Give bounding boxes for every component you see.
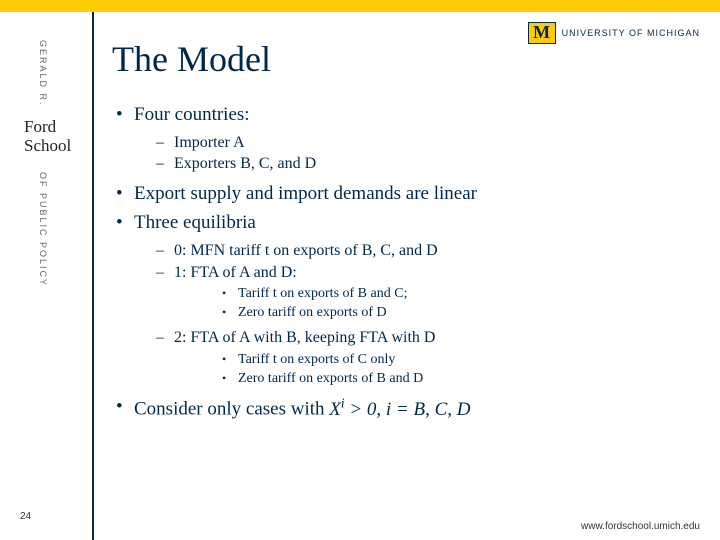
bullet-text: Consider only cases with: [134, 399, 329, 420]
subsub-tariff-c: Tariff t on exports of C only: [174, 351, 700, 370]
university-name: UNIVERSITY OF MICHIGAN: [562, 28, 700, 38]
sub-importer: Importer A: [134, 132, 700, 154]
bullet-list: Four countries: Importer A Exporters B, …: [112, 102, 700, 422]
sidebar-divider: [92, 12, 94, 540]
sub-text: 2: FTA of A with B, keeping FTA with D: [174, 329, 435, 346]
subsub-zero-d: Zero tariff on exports of D: [174, 304, 700, 323]
sub-eq1: 1: FTA of A and D: Tariff t on exports o…: [134, 262, 700, 323]
slide-number: 24: [20, 511, 31, 522]
subsub-zero-bd: Zero tariff on exports of B and D: [174, 370, 700, 389]
sidebar: GERALD R. Ford School OF PUBLIC POLICY 2…: [0, 12, 92, 540]
slide-content: The Model Four countries: Importer A Exp…: [112, 38, 700, 426]
slide-title: The Model: [112, 38, 700, 80]
bullet-text: Four countries:: [134, 104, 250, 125]
sidebar-text-top: GERALD R.: [38, 40, 48, 107]
sub-exporters: Exporters B, C, and D: [134, 153, 700, 175]
bullet-countries: Four countries: Importer A Exporters B, …: [112, 102, 700, 175]
sub-text: 1: FTA of A and D:: [174, 264, 297, 281]
top-accent-bar: [0, 0, 720, 12]
sub-eq0: 0: MFN tariff t on exports of B, C, and …: [134, 240, 700, 262]
footer-url: www.fordschool.umich.edu: [581, 521, 700, 532]
bullet-text: Three equilibria: [134, 212, 256, 233]
sub-list: Importer A Exporters B, C, and D: [134, 132, 700, 175]
sub-eq2: 2: FTA of A with B, keeping FTA with D T…: [134, 327, 700, 388]
sub-list: 0: MFN tariff t on exports of B, C, and …: [134, 240, 700, 388]
subsub-list: Tariff t on exports of B and C; Zero tar…: [174, 285, 700, 323]
bullet-equilibria: Three equilibria 0: MFN tariff t on expo…: [112, 210, 700, 388]
sidebar-text-bottom: OF PUBLIC POLICY: [38, 172, 48, 287]
subsub-tariff-bc: Tariff t on exports of B and C;: [174, 285, 700, 304]
sidebar-school-name: Ford School: [24, 118, 84, 155]
bullet-consider: Consider only cases with Xi > 0, i = B, …: [112, 394, 700, 422]
bullet-linear: Export supply and import demands are lin…: [112, 181, 700, 207]
subsub-list: Tariff t on exports of C only Zero tarif…: [174, 351, 700, 389]
formula: Xi > 0, i = B, C, D: [329, 399, 470, 420]
